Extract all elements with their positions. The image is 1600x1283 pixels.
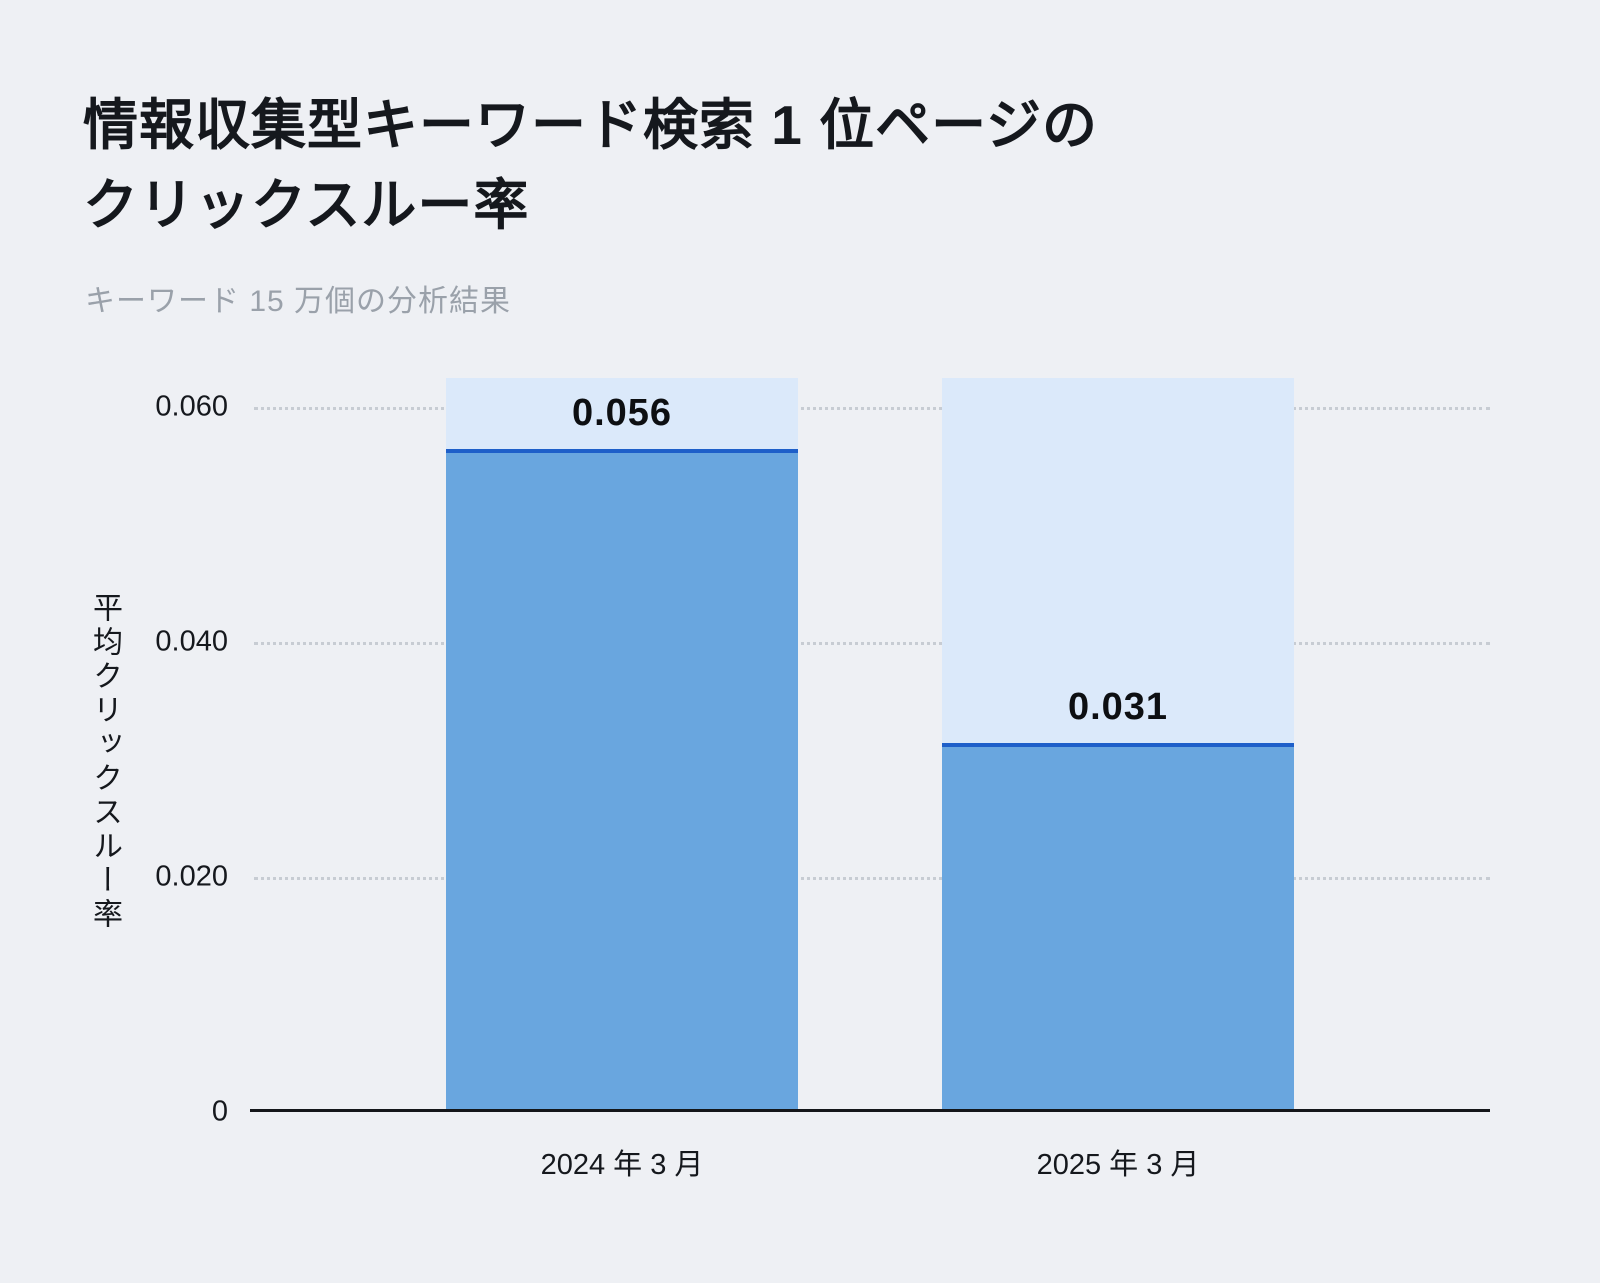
x-tick-label: 2025 年 3 月 (1036, 1149, 1200, 1181)
y-axis-label: 平均クリックスルー率 (88, 592, 121, 932)
y-tick-label: 0 (211, 1095, 228, 1128)
gridline (254, 407, 1490, 411)
chart-title-line2: クリックスルー率 (83, 173, 530, 236)
gridline (254, 877, 1490, 881)
bar-value-label: 0.056 (571, 392, 673, 435)
y-tick-label: 0.040 (155, 625, 228, 658)
bar-top-line (446, 449, 798, 454)
y-tick-label: 0.020 (155, 860, 228, 893)
bar-value-label: 0.031 (1067, 685, 1169, 728)
chart-title: 情報収集型キーワード検索 1 位ページの クリックスルー率 (83, 86, 1098, 246)
chart-subtitle: キーワード 15 万個の分析結果 (85, 285, 512, 318)
bar-fill (446, 451, 798, 1109)
plot-area: 0 0.020 0.040 0.060 0.056 2024 年 3 月 0.031 2025… (155, 378, 1490, 1181)
x-tick-label: 2024 年 3 月 (540, 1149, 704, 1181)
gridline (254, 642, 1490, 646)
bar-group: 0.056 (446, 378, 798, 1109)
y-tick-label: 0.060 (155, 390, 228, 423)
bar-group: 0.031 (942, 378, 1294, 1109)
bar-top-line (942, 742, 1294, 747)
bar-fill (942, 744, 1294, 1109)
chart-title-line1: 情報収集型キーワード検索 1 位ページの (83, 94, 1099, 156)
